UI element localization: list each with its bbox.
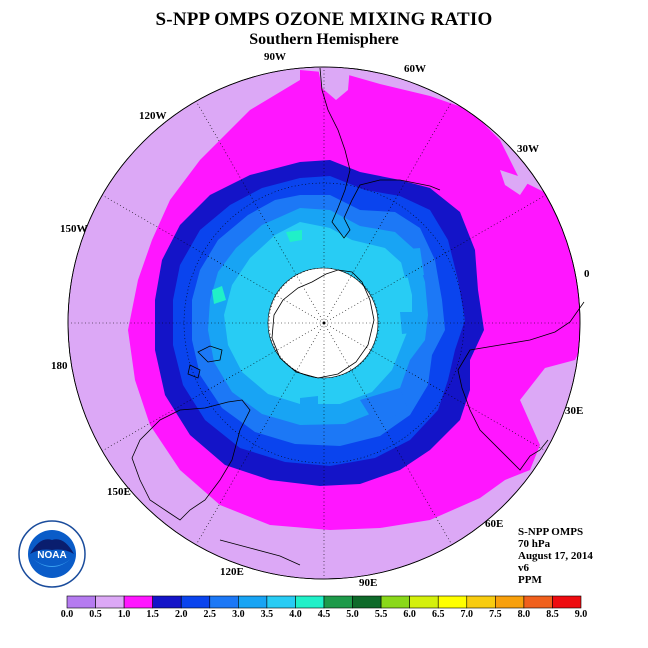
meridian-120w: [195, 100, 325, 324]
antarctica-coastline: [271, 269, 375, 379]
colorbar-tick-label: 5.5: [374, 609, 388, 620]
lon-label-90w: 90W: [264, 51, 286, 63]
colorbar-swatch-3.0: [238, 595, 268, 609]
lon-label-0: 0: [584, 268, 590, 280]
colorbar-swatch-0.5: [95, 595, 125, 609]
colorbar-swatch-2.0: [180, 595, 211, 609]
lon-label-150w: 150W: [60, 223, 88, 235]
africa-coastline: [457, 301, 585, 471]
south-america-coastline: [319, 67, 441, 239]
lon-label-30w: 30W: [517, 143, 539, 155]
info-units: PPM: [518, 574, 542, 586]
map-title: S-NPP OMPS OZONE MIXING RATIO: [155, 9, 493, 30]
colorbar-swatch-2.5: [209, 595, 239, 609]
meridian-30w: [323, 194, 547, 324]
new-zealand-north-coastline: [187, 364, 201, 379]
colorbar-tick-label: 0.0: [60, 609, 74, 620]
colorbar-swatch-6.5: [437, 595, 468, 609]
lon-label-90e: 90E: [359, 577, 378, 589]
meridian-120e: [195, 322, 325, 546]
ozone-patch-4.0-a: [286, 230, 302, 242]
colorbar-tick-label: 8.0: [517, 609, 531, 620]
colorbar-tick-label: 6.5: [431, 609, 445, 620]
colorbar-swatch-5.5: [380, 595, 410, 609]
colorbar-swatch-5.0: [352, 595, 382, 609]
ozone-pocket-north: [318, 67, 350, 100]
info-date: August 17, 2014: [518, 550, 593, 562]
colorbar-tick-label: 0.5: [89, 609, 102, 620]
colorbar-tick-label: 4.5: [317, 609, 331, 620]
meridian-30e: [323, 322, 547, 452]
lon-label-150e: 150E: [107, 486, 131, 498]
colorbar-tick-label: 2.5: [203, 609, 217, 620]
lon-label-120e: 120E: [220, 566, 244, 578]
ozone-patch-3.0-inner: [398, 248, 424, 278]
colorbar-tick-label: 8.5: [546, 609, 559, 620]
colorbar-swatch-4.5: [323, 595, 353, 609]
noaa-logo: NOAA: [18, 520, 86, 588]
australia-coastline: [131, 399, 251, 521]
colorbar-tick-label: 3.5: [260, 609, 274, 620]
lon-label-30e: 30E: [565, 405, 584, 417]
colorbar-swatch-6.0: [409, 595, 439, 609]
colorbar-swatch-8.5: [552, 595, 582, 609]
colorbar: [66, 595, 582, 609]
parallel-60s: [268, 267, 380, 379]
indonesia-coastline: [219, 539, 301, 566]
lon-label-60w: 60W: [404, 63, 426, 75]
meridian-150e: [101, 322, 325, 452]
colorbar-tick-label: 1.0: [117, 609, 131, 620]
colorbar-tick-label: 1.5: [146, 609, 159, 620]
colorbar-swatch-0.0: [66, 595, 96, 609]
colorbar-tick-label: 7.5: [489, 609, 502, 620]
ozone-patch-3.0-inner-b: [400, 312, 420, 334]
ozone-pocket-east: [500, 170, 530, 195]
colorbar-tick-label: 5.0: [346, 609, 359, 620]
colorbar-swatch-1.5: [152, 595, 182, 609]
colorbar-swatch-8.0: [523, 595, 553, 609]
lon-label-60e: 60E: [485, 518, 504, 530]
meridian-60e: [323, 322, 453, 546]
noaa-logo-text: NOAA: [37, 550, 66, 561]
colorbar-swatch-1.0: [123, 595, 153, 609]
lon-label-180: 180: [51, 360, 68, 372]
coastlines: [131, 67, 585, 566]
ozone-patch-2.5-inner: [360, 388, 408, 424]
info-level: 70 hPa: [518, 538, 551, 550]
colorbar-tick-label: 7.0: [460, 609, 474, 620]
colorbar-tick-label: 3.0: [232, 609, 245, 620]
colorbar-tick-label: 2.0: [174, 609, 188, 620]
ozone-patch-3.0-inner-c: [300, 396, 318, 414]
lon-label-120w: 120W: [139, 110, 167, 122]
south-pole-marker: [322, 321, 326, 325]
colorbar-tick-label: 4.0: [289, 609, 302, 620]
colorbar-swatch-7.5: [495, 595, 525, 609]
new-zealand-coastline: [197, 345, 223, 363]
info-instrument: S-NPP OMPS: [518, 526, 584, 538]
colorbar-swatch-7.0: [466, 595, 496, 609]
meridian-150w: [101, 194, 325, 324]
meridian-60w: [323, 100, 453, 324]
map-border: [67, 66, 581, 580]
ozone-patch-4.0-b: [212, 286, 226, 304]
colorbar-swatch-3.5: [266, 595, 296, 609]
colorbar-tick-label: 9.0: [574, 609, 588, 620]
colorbar-swatch-4.0: [295, 595, 325, 609]
info-version: v6: [518, 562, 529, 574]
colorbar-tick-label: 6.0: [403, 609, 416, 620]
map-subtitle: Southern Hemisphere: [249, 31, 399, 48]
